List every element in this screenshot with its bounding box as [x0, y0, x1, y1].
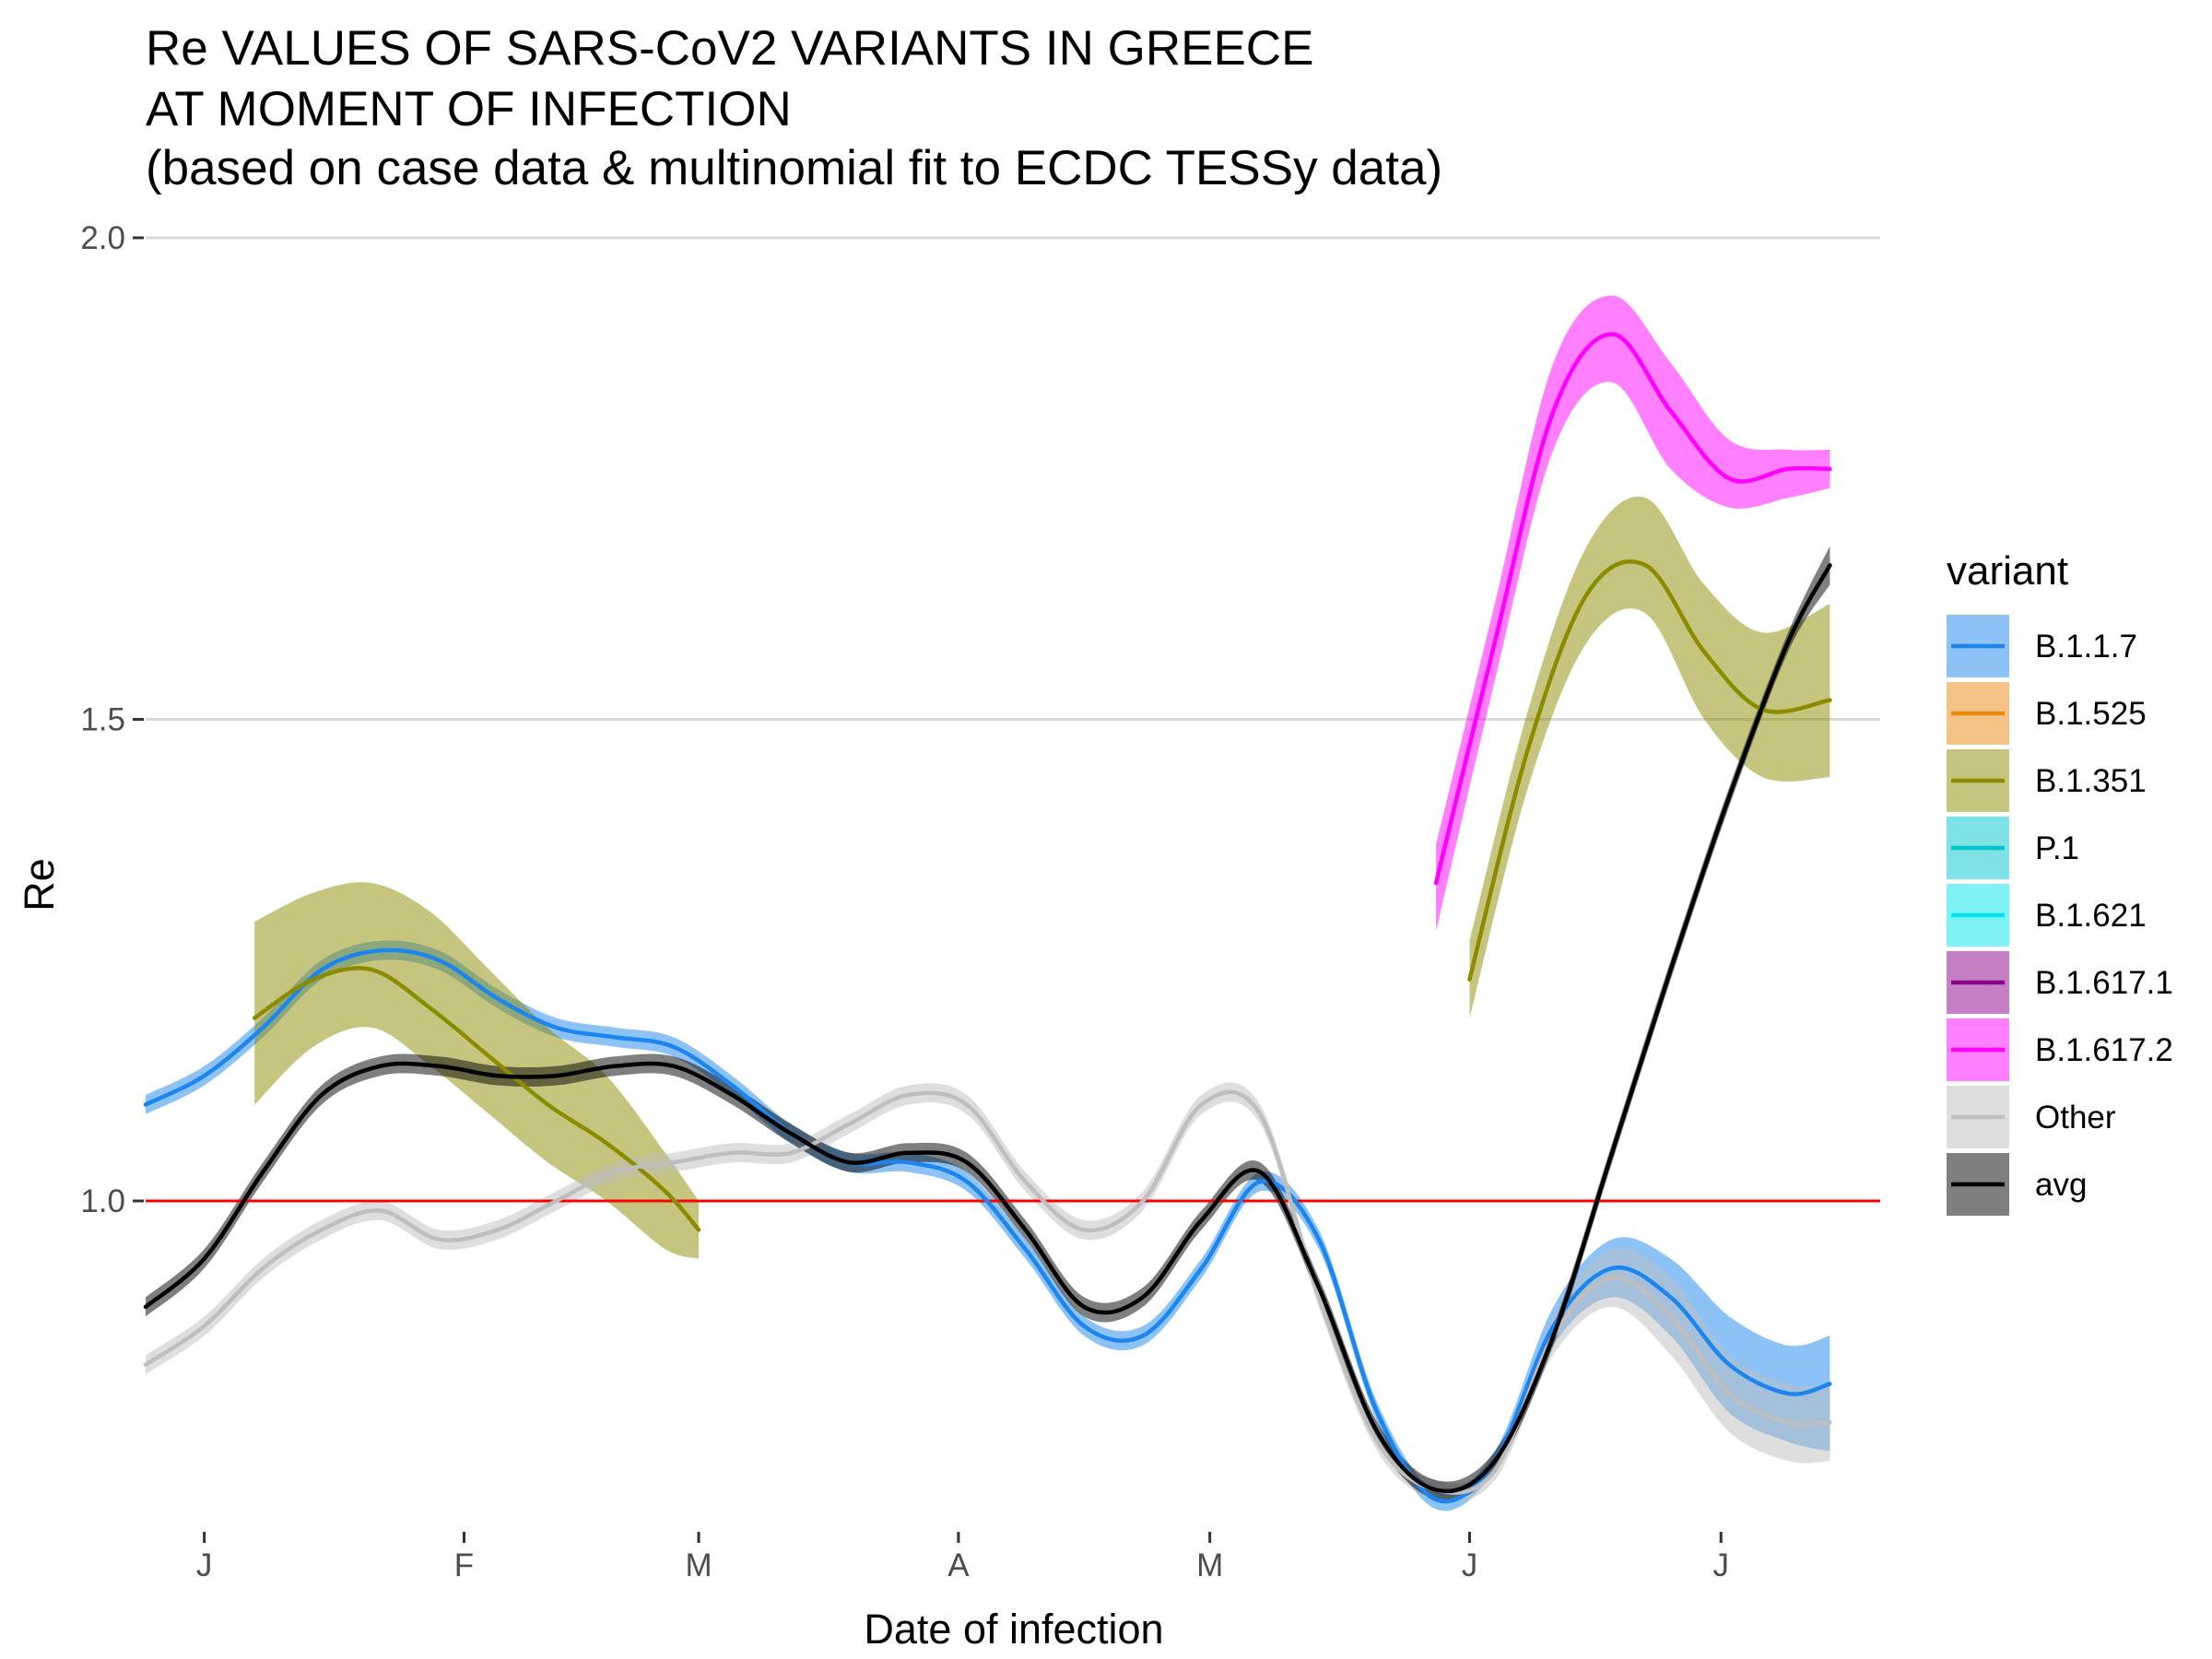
- band-layer: [146, 295, 1830, 1512]
- y-tick-label-1.0: 1.0: [80, 1183, 125, 1219]
- legend-label-other: Other: [2035, 1100, 2116, 1135]
- legend-label-avg: avg: [2035, 1167, 2087, 1203]
- axis-layer: 1.0 1.5 2.0 J F M A M J J: [80, 220, 1729, 1583]
- legend-label-b-1-1-7: B.1.1.7: [2035, 629, 2137, 665]
- legend-label-b-1-617-1: B.1.617.1: [2035, 965, 2173, 1001]
- x-tick-label-3: A: [947, 1547, 970, 1583]
- grid-layer: [146, 236, 1880, 721]
- y-tick-label-1.5: 1.5: [80, 702, 125, 738]
- legend-label-b-1-621: B.1.621: [2035, 898, 2147, 934]
- legend-label-p-1: P.1: [2035, 830, 2079, 866]
- legend-label-b-1-525: B.1.525: [2035, 696, 2147, 732]
- series-line-b-1-1-7-0: [143, 947, 1832, 1504]
- band-b-1-351-2: [1469, 496, 1830, 1018]
- x-tick-label-4: M: [1196, 1547, 1223, 1583]
- x-axis-title: Date of infection: [864, 1606, 1163, 1653]
- series-line-b-1-351-2: [1467, 559, 1832, 982]
- chart-title-line-1: Re VALUES OF SARS-CoV2 VARIANTS IN GREEC…: [146, 21, 1314, 76]
- series-line-b-1-351-1: [252, 966, 701, 1232]
- line-layer: [143, 332, 1832, 1504]
- legend-label-b-1-351: B.1.351: [2035, 763, 2147, 799]
- series-line-avg-5: [143, 563, 1832, 1494]
- x-tick-label-0: J: [196, 1547, 213, 1583]
- x-tick-label-2: M: [685, 1547, 712, 1583]
- band-other-4: [146, 1082, 1830, 1502]
- legend: variant B.1.1.7 B.1.525 B.1.351 P.1 B.1.621 B…: [1947, 548, 2173, 1216]
- x-tick-label-6: J: [1713, 1547, 1730, 1583]
- x-tick-label-1: F: [454, 1547, 474, 1583]
- chart-title-line-2: AT MOMENT OF INFECTION: [146, 82, 792, 136]
- legend-label-b-1-617-2: B.1.617.2: [2035, 1032, 2173, 1068]
- y-tick-label-2.0: 2.0: [80, 220, 125, 256]
- y-axis-title: Re: [16, 858, 63, 912]
- series-line-b-1-617-2-3: [1433, 332, 1832, 886]
- band-b-1-617-2-3: [1436, 295, 1830, 932]
- legend-title: variant: [1947, 548, 2068, 594]
- chart-title-line-3: (based on case data & multinomial fit to…: [146, 141, 1443, 195]
- x-tick-label-5: J: [1462, 1547, 1478, 1583]
